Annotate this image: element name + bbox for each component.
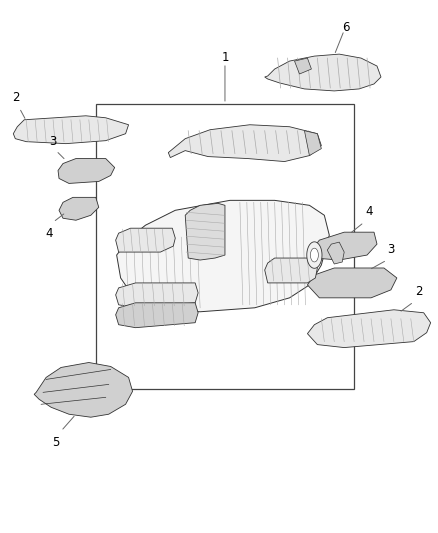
Polygon shape xyxy=(327,242,344,264)
Polygon shape xyxy=(304,131,321,156)
Polygon shape xyxy=(117,200,329,312)
Text: 6: 6 xyxy=(343,21,350,34)
Polygon shape xyxy=(13,116,129,144)
Bar xyxy=(96,104,354,389)
Polygon shape xyxy=(168,125,321,161)
Text: 4: 4 xyxy=(365,205,373,218)
Polygon shape xyxy=(59,197,99,220)
Polygon shape xyxy=(307,268,397,298)
Polygon shape xyxy=(311,232,377,260)
Polygon shape xyxy=(185,203,225,260)
Text: 5: 5 xyxy=(53,436,60,449)
Text: 2: 2 xyxy=(13,91,20,104)
Polygon shape xyxy=(34,362,133,417)
Polygon shape xyxy=(116,283,198,308)
Text: 3: 3 xyxy=(387,243,395,256)
Text: 1: 1 xyxy=(221,51,229,64)
Polygon shape xyxy=(307,242,322,268)
Polygon shape xyxy=(265,258,318,283)
Polygon shape xyxy=(294,58,311,74)
Polygon shape xyxy=(265,54,381,91)
Text: 3: 3 xyxy=(49,135,57,148)
Polygon shape xyxy=(116,303,198,328)
Polygon shape xyxy=(58,158,115,183)
Polygon shape xyxy=(311,248,318,262)
Text: 4: 4 xyxy=(46,227,53,240)
Polygon shape xyxy=(116,228,175,252)
Text: 2: 2 xyxy=(415,285,423,298)
Polygon shape xyxy=(307,310,431,348)
